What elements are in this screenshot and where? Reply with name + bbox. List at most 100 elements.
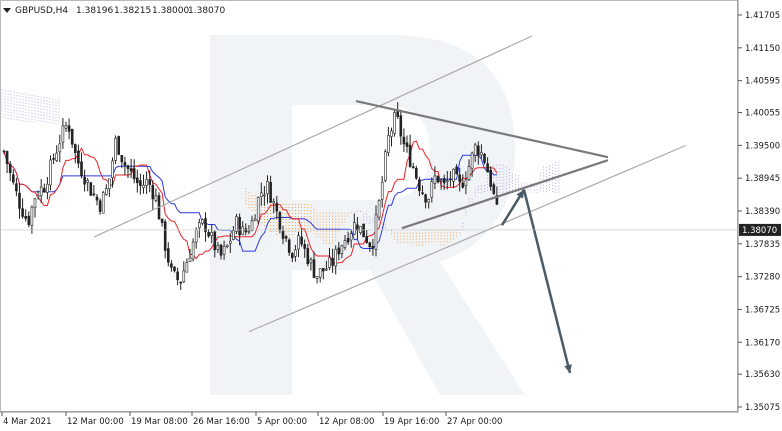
price-label: 1.37280 (745, 273, 780, 283)
candle-body (365, 236, 369, 243)
candle-body (163, 221, 167, 251)
candle-body (170, 263, 173, 268)
candle-body (2, 150, 6, 153)
candle-body (207, 232, 210, 237)
candle-body (8, 163, 12, 174)
price-label: 1.36170 (745, 338, 780, 348)
candle-body (123, 162, 127, 166)
candle-body (244, 228, 248, 233)
candle-body (362, 223, 365, 238)
candle-body (483, 153, 486, 163)
price-label: 1.35075 (745, 403, 780, 413)
candles (2, 102, 499, 290)
price-label: 1.37835 (745, 240, 780, 250)
candle-body (371, 246, 375, 249)
candle-body (58, 143, 62, 153)
candle-body (464, 179, 468, 186)
candle-body (303, 244, 307, 249)
candle-body (433, 175, 437, 184)
candle-body (42, 188, 46, 193)
candle-body (204, 218, 207, 232)
candle-body (492, 184, 496, 194)
candle-body (188, 257, 192, 262)
time-label: 26 Mar 16:00 (193, 417, 250, 427)
candle-body (114, 137, 117, 161)
candle-body (334, 249, 338, 267)
candle-body (117, 136, 120, 155)
candle-body (194, 229, 198, 243)
candle-body (142, 184, 145, 189)
candle-body (328, 257, 331, 268)
watermark-logo (210, 35, 525, 395)
candle-body (461, 182, 465, 188)
symbol-dropdown-icon[interactable] (3, 8, 11, 13)
candle-body (24, 216, 28, 219)
candle-body (148, 179, 151, 185)
candle-body (92, 193, 96, 196)
time-axis: 4 Mar 2021 12 Mar 00:00 19 Mar 08:00 26 Mar… (1, 412, 502, 427)
triangle-line-upper (355, 99, 609, 159)
candle-body (225, 244, 229, 248)
drawings[interactable] (93, 35, 687, 374)
candle-body (272, 201, 276, 204)
candle-body (105, 188, 108, 195)
candle-body (229, 240, 232, 244)
price-label: 1.41705 (745, 11, 780, 21)
candle-body (173, 266, 176, 272)
candle-body (284, 236, 288, 239)
candle-body (349, 233, 353, 241)
candle-body (213, 231, 217, 251)
tenkan-line (3, 140, 498, 265)
candle-body (393, 112, 396, 134)
candle-body (182, 270, 186, 283)
candle-body (418, 179, 421, 192)
price-label: 1.35630 (745, 370, 780, 380)
candle-body (321, 268, 325, 272)
candle-body (49, 159, 52, 186)
candle-body (154, 195, 158, 201)
candle-body (179, 281, 182, 284)
candle-body (46, 183, 49, 193)
ichimoku-cloud (1, 89, 560, 247)
candle-body (126, 165, 130, 169)
candle-body (77, 150, 80, 164)
candle-body (275, 202, 279, 212)
candle-body (436, 175, 440, 183)
candle-body (414, 168, 418, 179)
ohlc-close: 1.38070 (188, 6, 225, 16)
tenkan-polyline (3, 140, 498, 265)
candle-body (294, 249, 297, 257)
candle-body (495, 195, 499, 205)
price-axis: 1.41705 1.41150 1.40595 1.40055 1.39500 1.389… (0, 11, 781, 413)
ohlc-open: 1.38196 (76, 6, 113, 16)
triangle-line-lower (401, 159, 609, 230)
candle-body (374, 214, 378, 250)
candle-body (470, 152, 474, 169)
candle-body (27, 215, 31, 226)
candle-body (473, 144, 477, 156)
candle-body (352, 222, 356, 235)
price-label: 1.38390 (745, 207, 780, 217)
candle-body (18, 192, 21, 209)
candle-body (67, 125, 71, 132)
time-label: 19 Apr 16:00 (384, 417, 439, 427)
candle-body (343, 240, 347, 248)
chart-header: GBPUSD,H4 1.38196 1.38215 1.38000 1.3807… (3, 6, 225, 16)
time-label: 4 Mar 2021 (3, 417, 51, 427)
candle-body (290, 253, 294, 259)
time-label: 27 Apr 00:00 (447, 417, 502, 427)
candle-body (191, 241, 195, 260)
candle-body (222, 245, 226, 255)
candle-body (377, 200, 381, 218)
time-label: 12 Mar 00:00 (67, 417, 124, 427)
candle-body (411, 166, 415, 169)
candle-body (306, 248, 310, 265)
candle-body (210, 232, 213, 236)
candle-body (368, 242, 372, 248)
candle-body (399, 115, 403, 137)
candle-body (346, 237, 350, 243)
candle-body (250, 220, 254, 231)
candle-body (449, 178, 452, 181)
